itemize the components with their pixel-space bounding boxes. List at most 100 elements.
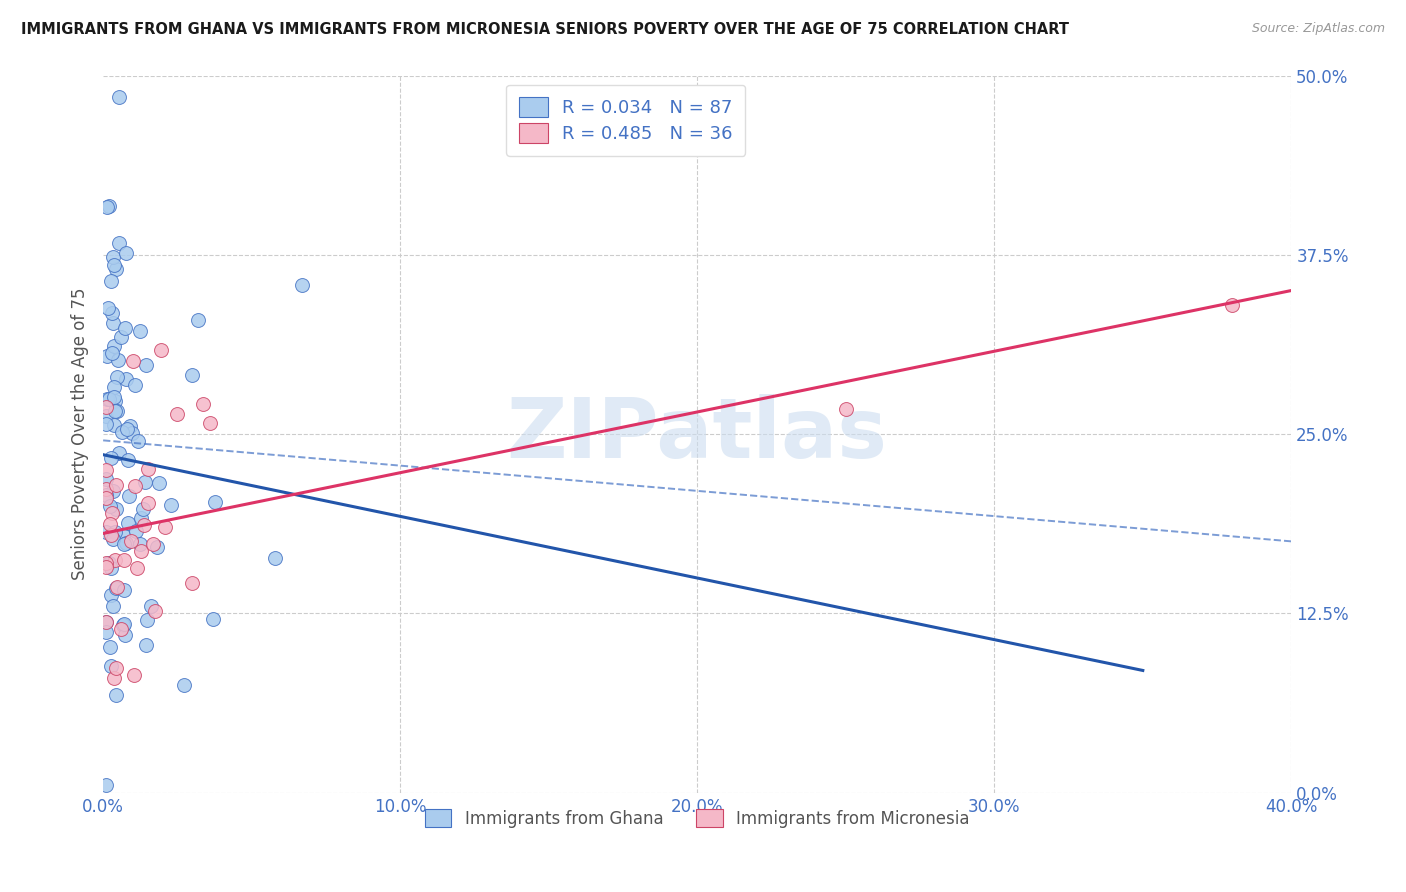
Point [198,417,221,431]
Point [94,625,117,640]
Point [96,200,118,214]
Y-axis label: Seniors Poverty Over the Age of 75: Seniors Poverty Over the Age of 75 [72,288,89,581]
Point [108,446,131,460]
Point [101,532,124,546]
Point [97,392,120,406]
Point [115,372,138,386]
Point [117,453,139,467]
Point [118,489,141,503]
Point [94,615,117,630]
Point [135,638,157,652]
Point [204,495,226,509]
Point [127,434,149,449]
Point [291,277,314,292]
Point [100,451,122,466]
Point [104,524,127,539]
Point [103,418,125,433]
Point [94,779,117,793]
Legend: Immigrants from Ghana, Immigrants from Micronesia: Immigrants from Ghana, Immigrants from M… [418,803,977,835]
Point [103,671,125,685]
Point [107,353,129,368]
Point [115,421,138,435]
Point [94,524,117,539]
Point [149,343,172,357]
Point [120,419,142,434]
Point [111,425,134,439]
Point [97,556,120,570]
Point [103,258,125,272]
Point [100,528,122,542]
Point [103,339,125,353]
Text: Source: ZipAtlas.com: Source: ZipAtlas.com [1251,22,1385,36]
Point [193,396,215,410]
Point [100,306,122,320]
Point [121,353,143,368]
Point [98,640,121,654]
Point [108,235,131,250]
Point [173,678,195,692]
Point [110,330,132,344]
Point [131,502,153,516]
Point [139,599,162,614]
Point [108,90,131,104]
Point [112,528,135,542]
Point [103,553,125,567]
Point [114,536,136,550]
Point [135,358,157,372]
Point [166,408,188,422]
Point [94,401,117,415]
Point [101,250,124,264]
Point [103,390,125,404]
Point [105,661,128,675]
Point [100,659,122,673]
Point [114,320,136,334]
Point [835,401,858,416]
Point [105,502,128,516]
Point [103,379,125,393]
Point [105,404,128,418]
Point [101,599,124,613]
Point [94,488,117,502]
Point [100,274,122,288]
Point [264,551,287,566]
Point [121,425,143,440]
Point [112,616,135,631]
Point [97,301,120,316]
Point [104,394,127,409]
Point [101,345,124,359]
Point [201,612,224,626]
Point [101,484,124,499]
Point [115,246,138,260]
Point [180,368,202,382]
Point [125,560,148,574]
Point [129,543,152,558]
Point [142,537,165,551]
Point [98,198,121,212]
Point [187,312,209,326]
Point [98,500,121,514]
Point [104,262,127,277]
Point [100,588,122,602]
Point [134,475,156,490]
Point [96,350,118,364]
Point [112,552,135,566]
Point [124,479,146,493]
Point [94,483,117,497]
Point [105,688,128,702]
Point [145,540,167,554]
Point [94,462,117,476]
Point [128,324,150,338]
Point [94,472,117,486]
Point [105,580,128,594]
Point [110,622,132,636]
Point [112,536,135,550]
Point [129,510,152,524]
Point [124,524,146,538]
Point [136,496,159,510]
Point [94,615,117,629]
Point [105,370,128,384]
Point [117,516,139,530]
Point [94,560,117,574]
Point [100,516,122,531]
Text: IMMIGRANTS FROM GHANA VS IMMIGRANTS FROM MICRONESIA SENIORS POVERTY OVER THE AGE: IMMIGRANTS FROM GHANA VS IMMIGRANTS FROM… [21,22,1069,37]
